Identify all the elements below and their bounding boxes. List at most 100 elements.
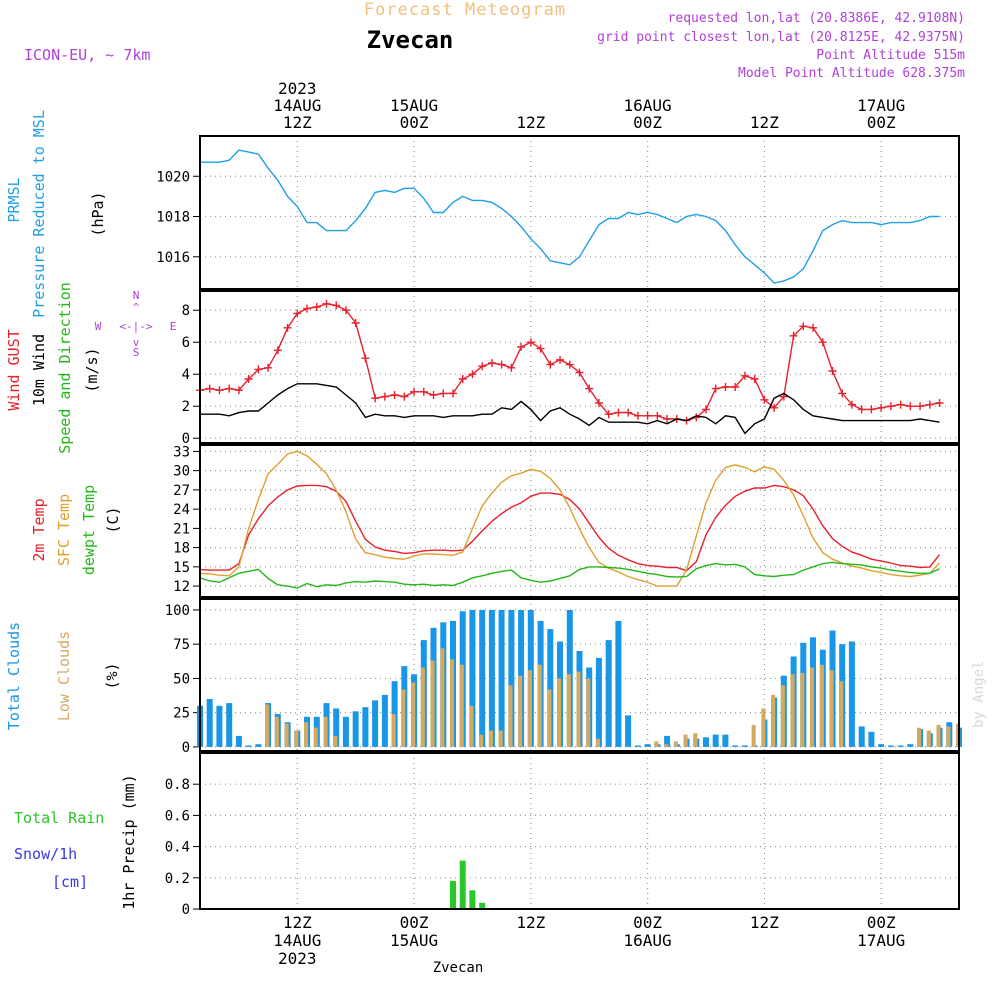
gust-marker xyxy=(390,391,399,399)
y-tick-label: 50 xyxy=(173,671,190,687)
bar-low-clouds xyxy=(693,733,698,747)
gust-marker xyxy=(770,403,779,412)
top-time-label: 12Z xyxy=(750,113,779,132)
point-altitude: Point Altitude 515m xyxy=(816,48,965,63)
gust-marker xyxy=(439,389,448,398)
bar-total-clouds xyxy=(547,629,554,747)
bar-total-clouds xyxy=(206,699,213,747)
bar-total-clouds xyxy=(381,694,388,747)
panel-label: Snow/1h xyxy=(14,845,77,863)
bar-low-clouds xyxy=(917,727,922,747)
gust-marker xyxy=(886,402,895,411)
bottom-time-label: 15AUG xyxy=(390,931,438,950)
bar-total-clouds xyxy=(226,703,233,747)
y-tick-label: 27 xyxy=(173,483,190,499)
bar-total-clouds xyxy=(732,745,739,747)
bar-total-clouds xyxy=(235,735,242,747)
gust-marker xyxy=(556,355,565,364)
gust-marker xyxy=(624,408,633,417)
gust-marker xyxy=(312,303,321,311)
bar-low-clouds xyxy=(771,694,776,747)
bar-total-clouds xyxy=(848,641,855,747)
bar-total-clouds xyxy=(469,610,476,747)
bar-total-clouds xyxy=(362,707,369,747)
y-tick-label: 100 xyxy=(165,603,190,619)
gust-marker xyxy=(468,370,477,379)
compass-rose: N ^ W <-|-> E v S xyxy=(95,289,177,359)
bar-low-clouds xyxy=(459,664,464,747)
gust-marker xyxy=(400,392,409,401)
bar-low-clouds xyxy=(576,671,581,747)
bar-low-clouds xyxy=(313,727,318,747)
bar-low-clouds xyxy=(294,730,299,747)
bar-total-clouds xyxy=(605,640,612,747)
panel-label: (C) xyxy=(104,506,122,533)
bar-low-clouds xyxy=(547,689,552,747)
gust-marker xyxy=(283,323,292,332)
gust-marker xyxy=(750,375,759,383)
gust-marker xyxy=(526,338,535,347)
bar-rain xyxy=(450,880,456,909)
y-tick-label: 33 xyxy=(173,444,190,460)
gust-marker xyxy=(478,362,487,371)
bar-low-clouds xyxy=(479,734,484,747)
gust-marker xyxy=(410,387,419,396)
bar-low-clouds xyxy=(819,664,824,747)
y-tick-label: 75 xyxy=(173,637,190,653)
top-time-label: 12Z xyxy=(283,113,312,132)
top-time-label: 00Z xyxy=(867,113,896,132)
bar-total-clouds xyxy=(255,744,262,747)
bar-low-clouds xyxy=(323,716,328,747)
bar-total-clouds xyxy=(712,734,719,747)
gust-marker xyxy=(332,301,341,310)
panel-frame xyxy=(199,598,960,752)
gust-marker xyxy=(380,392,389,401)
gust-marker xyxy=(225,384,234,393)
bottom-time-label: 12Z xyxy=(283,913,312,932)
gust-marker xyxy=(264,363,273,372)
y-tick-label: 1016 xyxy=(156,250,190,266)
bar-low-clouds xyxy=(673,741,678,747)
bar-low-clouds xyxy=(761,708,766,747)
bar-low-clouds xyxy=(274,716,279,747)
bar-low-clouds xyxy=(595,738,600,747)
bar-total-clouds xyxy=(342,716,349,747)
panel-precip: 0 0.2 0.4 0.6 0.8 Total Rain Snow/1h [cm] 1hr Pr… xyxy=(14,752,960,918)
gust-marker xyxy=(896,400,905,409)
bar-low-clouds xyxy=(810,667,815,747)
gust-marker xyxy=(234,386,243,395)
panel-label: Total Rain xyxy=(14,809,104,827)
bottom-time-label: 00Z xyxy=(400,913,429,932)
bar-low-clouds xyxy=(411,682,416,747)
gust-marker xyxy=(546,360,555,369)
panel-clouds: 0 25 50 75 100 Total Clouds Low Clouds (%) xyxy=(5,598,962,756)
series-line-dewpt-temp xyxy=(199,561,940,589)
bar-total-clouds xyxy=(595,657,602,747)
gust-marker xyxy=(721,383,730,391)
gust-marker xyxy=(633,411,642,420)
bar-low-clouds xyxy=(430,660,435,747)
bar-low-clouds xyxy=(829,670,834,747)
bar-total-clouds xyxy=(644,744,651,747)
requested-coords: requested lon,lat (20.8386E, 42.9108N) xyxy=(668,11,965,26)
y-tick-label: 0.6 xyxy=(165,808,190,824)
panel-label: (hPa) xyxy=(89,191,107,236)
panel-label: SFC Temp xyxy=(55,494,73,566)
y-tick-label: 18 xyxy=(173,541,190,557)
gust-marker xyxy=(303,304,312,313)
bar-low-clouds xyxy=(391,714,396,747)
bar-total-clouds xyxy=(333,708,340,747)
bar-low-clouds xyxy=(557,678,562,747)
gust-marker xyxy=(565,360,574,369)
gust-marker xyxy=(293,309,302,318)
bar-total-clouds xyxy=(664,735,671,747)
gust-marker xyxy=(507,363,516,372)
panel-wind: 0 2 4 6 8 Wind GUST 10m Wind Speed and Directio… xyxy=(5,282,960,454)
gust-marker xyxy=(877,403,886,412)
bar-total-clouds xyxy=(878,744,885,747)
top-time-label: 00Z xyxy=(633,113,662,132)
y-tick-label: 24 xyxy=(173,502,190,518)
top-time-label: 2023 xyxy=(278,79,317,98)
panel-label: PRMSL xyxy=(5,177,23,222)
